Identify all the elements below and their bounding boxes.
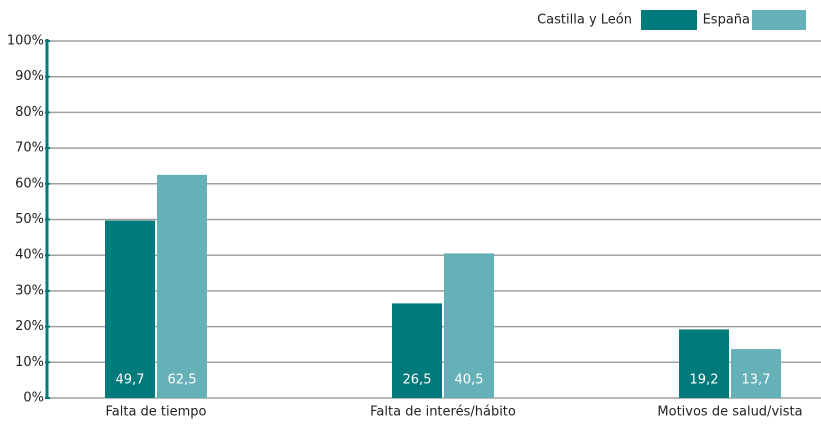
y-tick-label: 20% bbox=[15, 319, 44, 334]
y-tick-label: 50% bbox=[15, 212, 44, 227]
value-label: 26,5 bbox=[403, 373, 432, 388]
legend-label: España bbox=[703, 13, 750, 28]
bar bbox=[679, 329, 729, 398]
y-tick-label: 90% bbox=[15, 69, 44, 84]
legend-label: Castilla y León bbox=[537, 13, 632, 28]
legend-swatch bbox=[641, 10, 697, 30]
y-tick-label: 40% bbox=[15, 248, 44, 263]
value-label: 13,7 bbox=[742, 373, 771, 388]
x-tick-label: Motivos de salud/vista bbox=[657, 405, 802, 420]
value-label: 62,5 bbox=[168, 373, 197, 388]
value-label: 49,7 bbox=[116, 373, 145, 388]
y-tick-label: 0% bbox=[23, 391, 44, 406]
bar bbox=[392, 303, 442, 398]
y-tick-label: 100% bbox=[7, 34, 44, 49]
x-tick-label: Falta de interés/hábito bbox=[370, 405, 516, 420]
bar bbox=[444, 253, 494, 398]
y-tick-label: 70% bbox=[15, 141, 44, 156]
y-tick-label: 30% bbox=[15, 283, 44, 298]
y-tick-label: 80% bbox=[15, 105, 44, 120]
value-label: 40,5 bbox=[455, 373, 484, 388]
y-tick-label: 60% bbox=[15, 176, 44, 191]
bar bbox=[731, 349, 781, 398]
legend-swatch bbox=[752, 10, 806, 30]
bar bbox=[105, 220, 155, 398]
value-label: 19,2 bbox=[690, 373, 719, 388]
bar bbox=[157, 174, 207, 398]
x-tick-label: Falta de tiempo bbox=[105, 405, 206, 420]
y-tick-label: 10% bbox=[15, 355, 44, 370]
